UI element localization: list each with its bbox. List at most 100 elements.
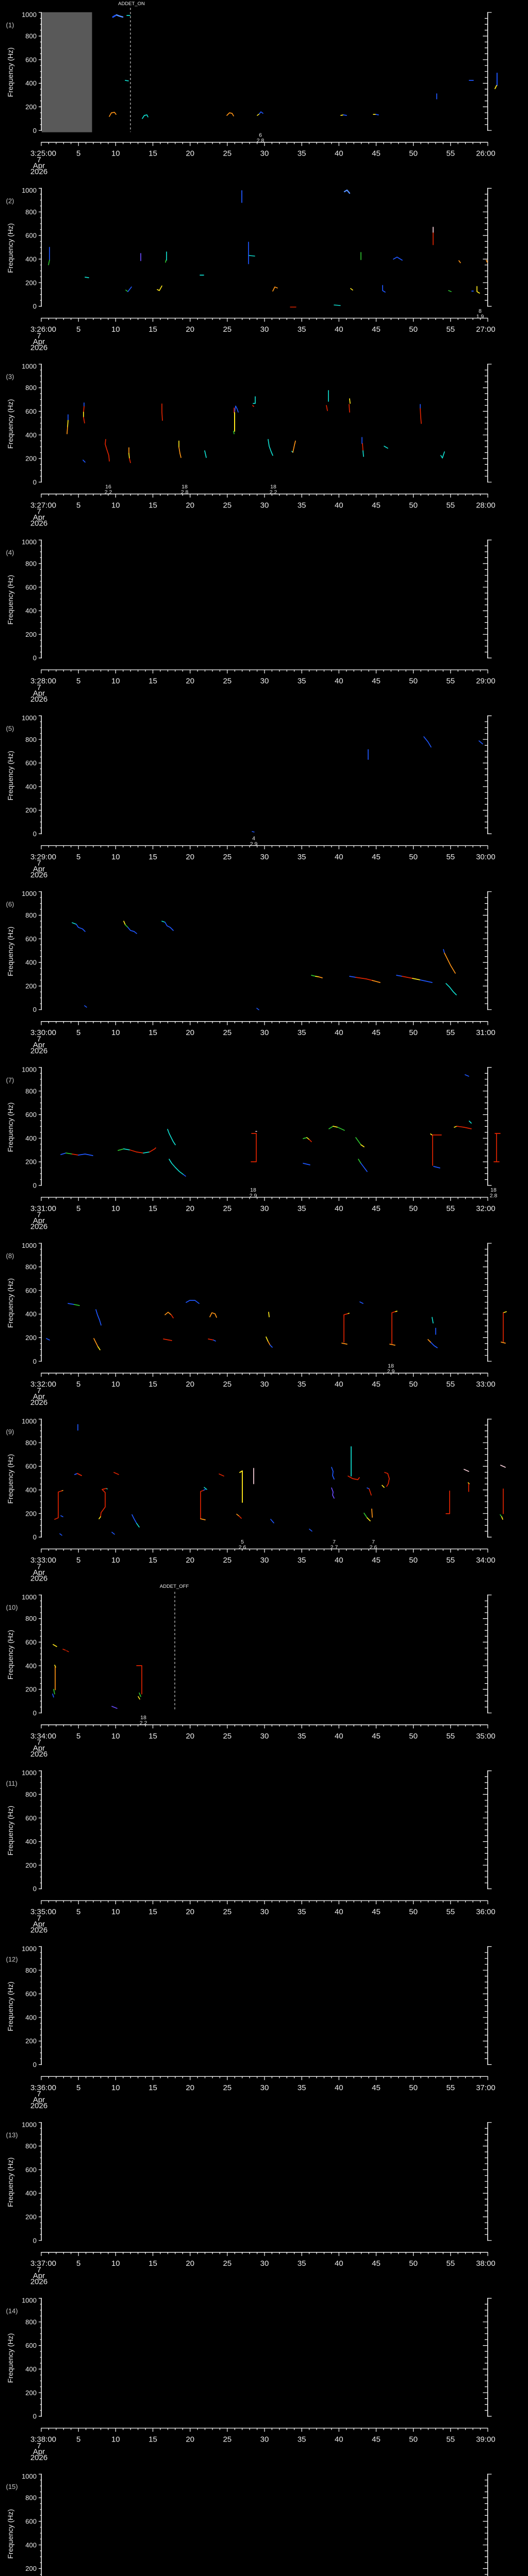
svg-text:50: 50 bbox=[409, 853, 418, 861]
svg-text:55: 55 bbox=[446, 2435, 455, 2444]
svg-text:30:00: 30:00 bbox=[476, 853, 496, 861]
svg-text:15: 15 bbox=[148, 2259, 157, 2268]
svg-text:50: 50 bbox=[409, 2259, 418, 2268]
svg-text:30: 30 bbox=[260, 1380, 269, 1389]
svg-text:40: 40 bbox=[335, 1380, 343, 1389]
svg-text:55: 55 bbox=[446, 677, 455, 686]
svg-text:5: 5 bbox=[76, 2435, 80, 2444]
svg-text:8: 8 bbox=[478, 308, 482, 314]
svg-text:32:00: 32:00 bbox=[476, 1204, 496, 1213]
svg-text:1.9: 1.9 bbox=[476, 313, 484, 319]
svg-text:30: 30 bbox=[260, 1908, 269, 1917]
svg-text:800: 800 bbox=[25, 736, 37, 743]
svg-text:3:33:00: 3:33:00 bbox=[30, 1556, 56, 1565]
svg-text:400: 400 bbox=[25, 2541, 37, 2549]
svg-text:Apr: Apr bbox=[33, 2096, 45, 2105]
svg-text:55: 55 bbox=[446, 325, 455, 334]
svg-text:25: 25 bbox=[223, 1908, 232, 1917]
svg-text:55: 55 bbox=[446, 1028, 455, 1037]
svg-text:(13): (13) bbox=[6, 2131, 18, 2139]
svg-text:50: 50 bbox=[409, 325, 418, 334]
svg-text:(3): (3) bbox=[6, 373, 14, 381]
svg-text:18: 18 bbox=[388, 1363, 394, 1369]
svg-text:ADDET_ON: ADDET_ON bbox=[118, 1, 145, 7]
svg-text:20: 20 bbox=[186, 1204, 194, 1213]
svg-text:Apr: Apr bbox=[33, 1393, 45, 1401]
svg-text:Apr: Apr bbox=[33, 689, 45, 698]
svg-text:(14): (14) bbox=[6, 2307, 18, 2315]
svg-text:35: 35 bbox=[298, 2083, 306, 2092]
svg-text:30: 30 bbox=[260, 2083, 269, 2092]
svg-text:800: 800 bbox=[25, 208, 37, 216]
svg-text:55: 55 bbox=[446, 501, 455, 510]
svg-text:200: 200 bbox=[25, 2213, 37, 2221]
svg-text:800: 800 bbox=[25, 1967, 37, 1974]
svg-text:0: 0 bbox=[33, 1006, 37, 1013]
svg-text:55: 55 bbox=[446, 149, 455, 158]
svg-text:26:00: 26:00 bbox=[476, 149, 496, 158]
svg-text:15: 15 bbox=[148, 1028, 157, 1037]
svg-text:35: 35 bbox=[298, 1556, 306, 1565]
svg-text:39:00: 39:00 bbox=[476, 2435, 496, 2444]
svg-text:20: 20 bbox=[186, 677, 194, 686]
svg-text:29:00: 29:00 bbox=[476, 677, 496, 686]
svg-text:27:00: 27:00 bbox=[476, 325, 496, 334]
svg-text:Apr: Apr bbox=[33, 1216, 45, 1225]
svg-text:2.9: 2.9 bbox=[250, 841, 258, 847]
svg-text:45: 45 bbox=[372, 1732, 381, 1740]
svg-text:2026: 2026 bbox=[30, 1750, 47, 1759]
svg-text:20: 20 bbox=[186, 325, 194, 334]
svg-text:200: 200 bbox=[25, 1158, 37, 1166]
svg-text:45: 45 bbox=[372, 1028, 381, 1037]
svg-text:2.8: 2.8 bbox=[490, 1193, 498, 1199]
svg-text:45: 45 bbox=[372, 853, 381, 861]
svg-text:2.2: 2.2 bbox=[140, 1720, 147, 1726]
svg-text:30: 30 bbox=[260, 1732, 269, 1740]
svg-text:7: 7 bbox=[37, 156, 41, 164]
svg-text:(12): (12) bbox=[6, 1955, 18, 1963]
svg-text:2026: 2026 bbox=[30, 2453, 47, 2462]
svg-text:400: 400 bbox=[25, 256, 37, 263]
svg-text:1000: 1000 bbox=[22, 1945, 37, 1953]
svg-text:2026: 2026 bbox=[30, 343, 47, 352]
svg-text:30: 30 bbox=[260, 853, 269, 861]
svg-text:3:37:00: 3:37:00 bbox=[30, 2259, 56, 2268]
svg-text:200: 200 bbox=[25, 631, 37, 638]
svg-text:34:00: 34:00 bbox=[476, 1556, 496, 1565]
svg-text:600: 600 bbox=[25, 1814, 37, 1822]
svg-text:10: 10 bbox=[111, 677, 120, 686]
svg-text:0: 0 bbox=[33, 1885, 37, 1893]
svg-text:55: 55 bbox=[446, 1204, 455, 1213]
svg-text:7: 7 bbox=[37, 1562, 41, 1571]
svg-text:40: 40 bbox=[335, 149, 343, 158]
svg-text:7: 7 bbox=[37, 1738, 41, 1747]
svg-text:Apr: Apr bbox=[33, 1041, 45, 1049]
svg-text:2.2: 2.2 bbox=[105, 489, 112, 496]
svg-text:5: 5 bbox=[76, 1908, 80, 1917]
svg-text:30: 30 bbox=[260, 149, 269, 158]
svg-text:18: 18 bbox=[490, 1187, 497, 1193]
svg-text:800: 800 bbox=[25, 384, 37, 392]
svg-text:1000: 1000 bbox=[22, 1769, 37, 1777]
svg-text:7: 7 bbox=[37, 1386, 41, 1395]
svg-text:0: 0 bbox=[33, 830, 37, 838]
svg-text:400: 400 bbox=[25, 1662, 37, 1670]
svg-text:(5): (5) bbox=[6, 724, 14, 732]
svg-text:400: 400 bbox=[25, 959, 37, 967]
svg-text:5: 5 bbox=[76, 1380, 80, 1389]
svg-text:200: 200 bbox=[25, 982, 37, 990]
svg-text:2.9: 2.9 bbox=[250, 1193, 257, 1199]
svg-text:0: 0 bbox=[33, 2061, 37, 2069]
svg-text:35: 35 bbox=[298, 2259, 306, 2268]
svg-text:3:30:00: 3:30:00 bbox=[30, 1028, 56, 1037]
svg-text:2026: 2026 bbox=[30, 1574, 47, 1583]
svg-text:45: 45 bbox=[372, 149, 381, 158]
svg-text:5: 5 bbox=[76, 1204, 80, 1213]
svg-text:5: 5 bbox=[76, 501, 80, 510]
svg-text:600: 600 bbox=[25, 2166, 37, 2174]
svg-text:18: 18 bbox=[250, 1187, 256, 1193]
svg-text:Frequency (Hz): Frequency (Hz) bbox=[6, 1806, 14, 1855]
svg-text:31:00: 31:00 bbox=[476, 1028, 496, 1037]
svg-text:35: 35 bbox=[298, 325, 306, 334]
svg-text:15: 15 bbox=[148, 1380, 157, 1389]
